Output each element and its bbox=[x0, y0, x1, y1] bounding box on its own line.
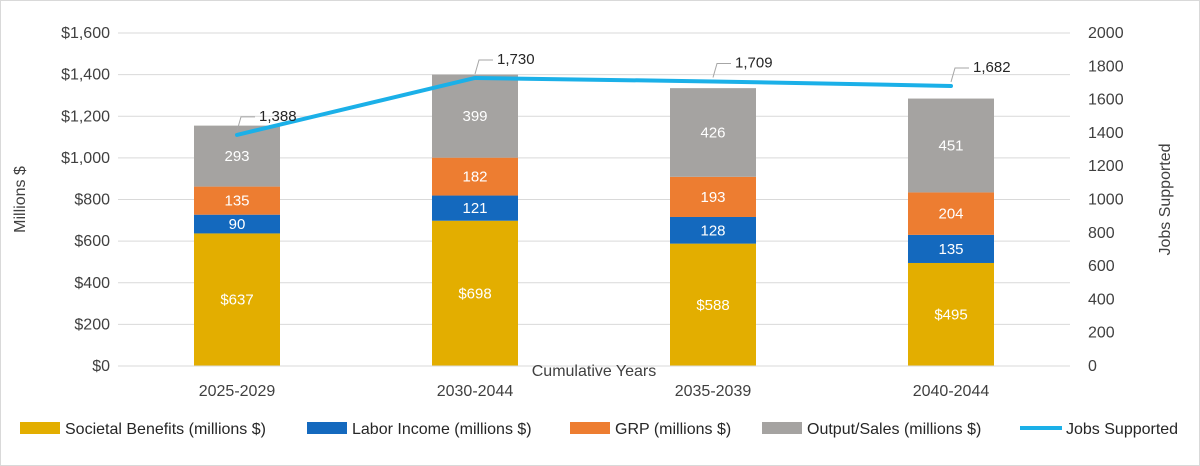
y-tick-label: $800 bbox=[74, 192, 110, 209]
y2-tick-label: 1800 bbox=[1088, 58, 1124, 75]
leader-line bbox=[712, 62, 731, 78]
bar-segment bbox=[908, 234, 994, 263]
bar-segment bbox=[432, 220, 518, 366]
segment-value-label: 128 bbox=[700, 222, 725, 239]
data-labels: $637 90 135 293 $698 121 182 399 $588 128 193 426 $4… bbox=[220, 51, 1010, 324]
jobs-value-label: 1,709 bbox=[735, 54, 773, 71]
y2-tick-label: 1600 bbox=[1088, 92, 1124, 109]
bar-segment bbox=[194, 186, 280, 215]
y2-tick-label: 0 bbox=[1088, 358, 1097, 375]
legend-swatch bbox=[307, 422, 347, 434]
bar-segment bbox=[194, 214, 280, 234]
legend-label: Societal Benefits (millions $) bbox=[65, 421, 266, 438]
y-tick-label: $1,400 bbox=[61, 67, 110, 84]
jobs-supported-line bbox=[235, 75, 953, 137]
y-tick-label: $0 bbox=[92, 358, 110, 375]
y-axis-title: Millions $ bbox=[12, 166, 29, 233]
legend-swatch bbox=[20, 422, 60, 434]
y-tick-label: $200 bbox=[74, 316, 110, 333]
y2-tick-label: 1400 bbox=[1088, 125, 1124, 142]
legend-swatch bbox=[762, 422, 802, 434]
bar-segment bbox=[908, 262, 994, 366]
leader-line bbox=[950, 67, 969, 83]
y2-tick-label: 1200 bbox=[1088, 158, 1124, 175]
segment-value-label: $698 bbox=[458, 285, 491, 302]
x-tick-label: 2030-2044 bbox=[437, 383, 514, 400]
y2-tick-label: 800 bbox=[1088, 225, 1115, 242]
y-tick-label: $1,000 bbox=[61, 150, 110, 167]
segment-value-label: 399 bbox=[462, 108, 487, 125]
y-tick-label: $1,600 bbox=[61, 25, 110, 42]
bar-segment bbox=[908, 98, 994, 193]
jobs-line-layer bbox=[235, 75, 953, 137]
bar-segment bbox=[432, 74, 518, 158]
leader-line bbox=[236, 116, 255, 132]
y-tick-label: $1,200 bbox=[61, 108, 110, 125]
y2-tick-label: 400 bbox=[1088, 291, 1115, 308]
segment-value-label: $588 bbox=[696, 297, 729, 314]
segment-value-label: 135 bbox=[938, 241, 963, 258]
y2-axis-title: Jobs Supported bbox=[1157, 143, 1174, 255]
segment-value-label: $495 bbox=[934, 306, 967, 323]
bar-segment bbox=[432, 195, 518, 221]
bar-segment bbox=[432, 157, 518, 196]
jobs-value-label: 1,730 bbox=[497, 51, 535, 68]
segment-value-label: $637 bbox=[220, 292, 253, 309]
segment-value-label: 193 bbox=[700, 189, 725, 206]
segment-value-label: 135 bbox=[224, 193, 249, 210]
axes: $0 $200 $400 $600 $800 $1,000 $1,200 $1,400 $1,6… bbox=[12, 25, 1174, 400]
segment-value-label: 426 bbox=[700, 124, 725, 141]
legend-label: Jobs Supported bbox=[1066, 421, 1178, 438]
jobs-value-label: 1,388 bbox=[259, 108, 297, 125]
segment-value-label: 204 bbox=[938, 206, 963, 223]
segment-value-label: 293 bbox=[224, 148, 249, 165]
legend-label: GRP (millions $) bbox=[615, 421, 731, 438]
segment-value-label: 451 bbox=[938, 137, 963, 154]
bar-segment bbox=[670, 88, 756, 177]
bar-segment bbox=[194, 233, 280, 366]
segment-value-label: 121 bbox=[462, 200, 487, 217]
legend: Societal Benefits (millions $) Labor Inco… bbox=[20, 421, 1178, 438]
leader-line bbox=[474, 59, 493, 75]
x-tick-label: 2025-2029 bbox=[199, 383, 276, 400]
bar-segment bbox=[670, 176, 756, 217]
legend-label: Output/Sales (millions $) bbox=[807, 421, 981, 438]
segment-value-label: 182 bbox=[462, 169, 487, 186]
y2-tick-label: 1000 bbox=[1088, 192, 1124, 209]
y-tick-label: $400 bbox=[74, 275, 110, 292]
x-axis-title: Cumulative Years bbox=[532, 363, 657, 380]
y2-tick-label: 600 bbox=[1088, 258, 1115, 275]
legend-label: Labor Income (millions $) bbox=[352, 421, 532, 438]
y2-tick-label: 200 bbox=[1088, 325, 1115, 342]
bar-segment bbox=[670, 243, 756, 366]
stacked-bars bbox=[194, 74, 994, 366]
jobs-value-label: 1,682 bbox=[973, 59, 1011, 76]
bar-segment bbox=[670, 216, 756, 244]
y-tick-label: $600 bbox=[74, 233, 110, 250]
legend-swatch bbox=[570, 422, 610, 434]
segment-value-label: 90 bbox=[229, 216, 246, 233]
y2-tick-label: 2000 bbox=[1088, 25, 1124, 42]
x-tick-label: 2040-2044 bbox=[913, 383, 990, 400]
bar-segment bbox=[908, 192, 994, 235]
x-tick-label: 2035-2039 bbox=[675, 383, 752, 400]
